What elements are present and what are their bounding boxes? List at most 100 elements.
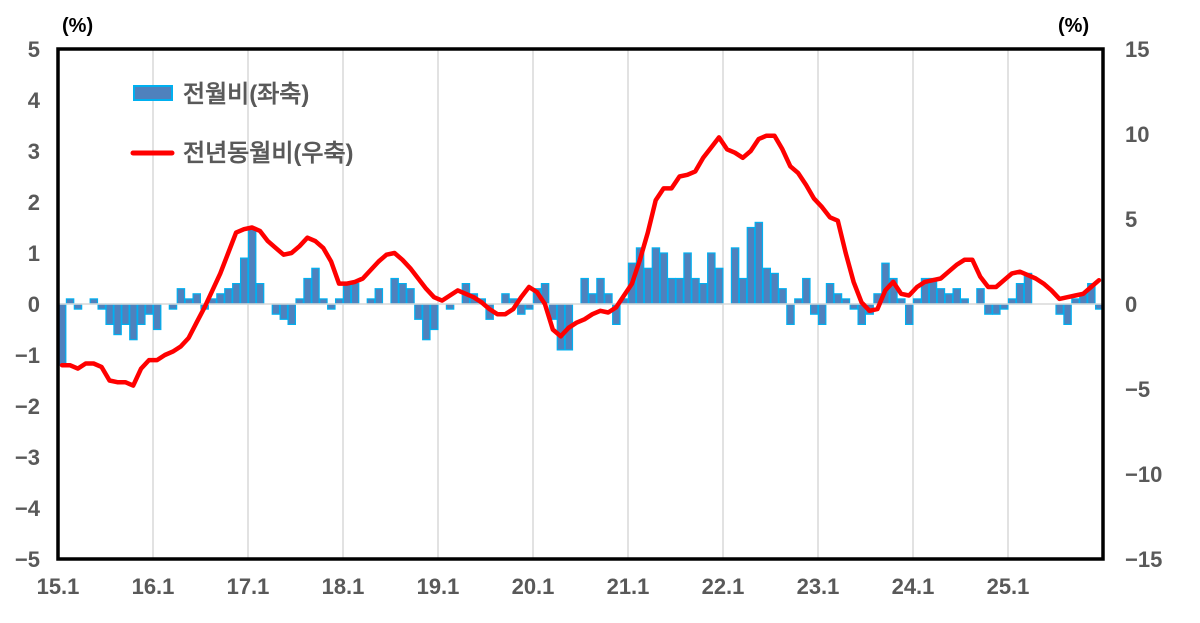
plot-frame (56, 47, 1105, 561)
bar (762, 267, 771, 305)
bar (501, 293, 510, 305)
bar (390, 277, 399, 305)
legend: 전월비(좌축) 전년동월비(우축) (130, 81, 354, 167)
bar (936, 288, 946, 305)
left-tick-label: −5 (15, 547, 40, 572)
bar (65, 298, 75, 305)
bar (271, 303, 281, 315)
bar (303, 277, 312, 305)
bar (121, 303, 130, 325)
left-tick-label: 4 (28, 88, 41, 113)
bar (152, 303, 162, 331)
bar (287, 303, 297, 325)
bar (897, 298, 906, 305)
bar (659, 252, 669, 305)
bar (714, 267, 724, 305)
bar (643, 267, 653, 305)
bar (168, 303, 178, 310)
x-tick-label: 15.1 (37, 574, 80, 599)
bar (176, 288, 186, 305)
bar (841, 298, 851, 305)
bar (746, 226, 756, 305)
bar (374, 288, 384, 305)
left-tick-label: 2 (28, 190, 40, 215)
bar (414, 303, 423, 320)
legend-label-yoy: 전년동월비(우축) (183, 140, 354, 167)
bar (588, 293, 597, 305)
bar (334, 298, 344, 305)
bar (97, 303, 107, 310)
bar (960, 298, 969, 305)
left-tick-label: 0 (28, 292, 40, 317)
bar (350, 283, 360, 305)
bar (406, 288, 415, 305)
bar (786, 303, 795, 325)
bar (794, 298, 803, 305)
bar (802, 277, 811, 305)
bar (1007, 298, 1017, 305)
bar (1055, 303, 1064, 315)
left-axis-unit: (%) (62, 15, 93, 37)
bar (255, 283, 265, 305)
left-tick-label: 5 (28, 37, 40, 62)
bar (295, 298, 304, 305)
bar (770, 272, 779, 305)
right-axis-unit: (%) (1058, 15, 1089, 37)
bar (311, 267, 320, 305)
bar (707, 252, 716, 305)
bar (904, 303, 914, 325)
bar (1015, 283, 1025, 305)
left-tick-label: 1 (28, 241, 40, 266)
left-tick-label: 3 (28, 139, 40, 164)
right-tick-label: −10 (1125, 462, 1162, 487)
bar (833, 293, 843, 305)
left-axis-ticks: 5 4 3 2 1 0 −1 −2 −3 −4 −5 (15, 37, 41, 572)
legend-label-monthly: 전월비(좌축) (183, 81, 309, 108)
bar (422, 303, 431, 341)
bar (651, 247, 661, 305)
x-tick-label: 22.1 (702, 574, 745, 599)
bar (89, 298, 99, 305)
bar (984, 303, 993, 315)
bar (184, 298, 194, 305)
right-tick-label: 0 (1125, 292, 1137, 317)
bar (445, 303, 455, 310)
x-tick-label: 16.1 (132, 574, 175, 599)
bar (398, 283, 407, 305)
bar (224, 288, 233, 305)
bar (809, 303, 819, 315)
bar (517, 303, 526, 315)
x-tick-label: 18.1 (322, 574, 365, 599)
bar (192, 293, 201, 305)
right-tick-label: −15 (1125, 547, 1162, 572)
bar (849, 303, 859, 310)
bar (952, 288, 961, 305)
x-tick-label: 21.1 (607, 574, 650, 599)
bar (73, 303, 83, 310)
bar (137, 303, 146, 325)
bar (754, 221, 764, 305)
right-tick-label: 10 (1125, 122, 1149, 147)
bar (675, 277, 684, 305)
bar (327, 303, 336, 310)
bar (1071, 298, 1080, 305)
x-tick-label: 24.1 (892, 574, 935, 599)
x-tick-label: 23.1 (797, 574, 840, 599)
bar (992, 303, 1001, 315)
bar (604, 293, 613, 305)
bar (105, 303, 114, 325)
x-tick-label: 20.1 (512, 574, 555, 599)
bar (778, 288, 787, 305)
bar (232, 283, 241, 305)
bar (691, 277, 700, 305)
bar (667, 277, 676, 305)
legend-bar-swatch-icon (133, 85, 173, 101)
left-tick-label: −4 (15, 496, 41, 521)
bar (730, 247, 740, 305)
bar (319, 298, 328, 305)
x-tick-label: 19.1 (417, 574, 460, 599)
yoy-line (59, 133, 1102, 388)
bar (999, 303, 1009, 310)
